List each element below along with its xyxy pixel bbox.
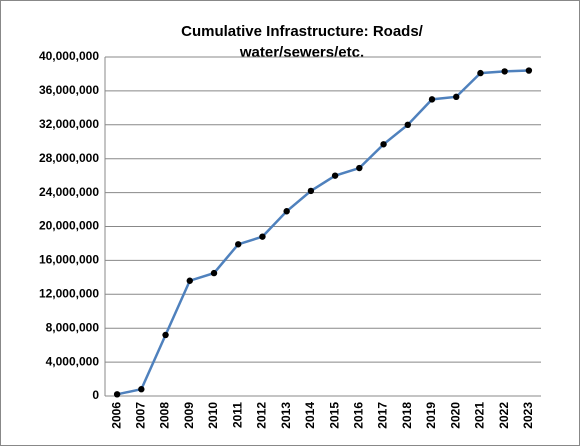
y-tick-label: 32,000,000 (39, 117, 99, 131)
x-tick-label: 2018 (400, 402, 414, 429)
y-tick-label: 28,000,000 (39, 151, 99, 165)
x-tick-label: 2012 (255, 402, 269, 429)
marker (162, 331, 169, 339)
x-tick-label: 2013 (279, 402, 293, 429)
marker (356, 164, 363, 172)
x-tick-label: 2017 (376, 402, 390, 429)
marker (428, 96, 436, 103)
marker (307, 187, 315, 195)
marker (138, 386, 145, 393)
x-tick-label: 2007 (134, 402, 148, 429)
x-tick-label: 2006 (109, 402, 123, 429)
y-tick-label: 40,000,000 (39, 49, 99, 63)
marker (404, 121, 411, 128)
x-tick-label: 2023 (521, 402, 535, 429)
chart-title: water/sewers/etc. (239, 44, 364, 61)
x-tick-label: 2015 (327, 402, 341, 429)
y-tick-label: 36,000,000 (39, 83, 99, 97)
line (116, 69, 529, 396)
y-tick-label: 8,000,000 (46, 320, 100, 334)
y-tick-label: 20,000,000 (39, 219, 99, 233)
x-tick-label: 2008 (158, 402, 172, 429)
x-tick-label: 2019 (424, 402, 438, 429)
x-tick-label: 2014 (303, 402, 317, 429)
marker (210, 269, 218, 277)
marker (113, 391, 121, 398)
marker (186, 277, 193, 284)
x-tick-label: 2021 (473, 402, 487, 429)
marker (380, 141, 387, 148)
y-tick-label: 24,000,000 (39, 185, 99, 199)
x-tick-label: 2020 (448, 402, 462, 429)
marker (501, 68, 508, 75)
marker (477, 69, 484, 77)
marker (259, 233, 266, 240)
marker (331, 172, 339, 179)
y-tick-label: 16,000,000 (39, 253, 99, 267)
chart-title: Cumulative Infrastructure: Roads/ (181, 23, 424, 40)
y-tick-label: 4,000,000 (46, 354, 100, 368)
x-tick-label: 2009 (182, 402, 196, 429)
marker (283, 208, 290, 215)
y-tick-label: 0 (92, 388, 99, 402)
x-tick-label: 2016 (352, 402, 366, 429)
marker (235, 241, 242, 248)
x-tick-label: 2022 (497, 402, 511, 429)
x-tick-label: 2011 (230, 402, 244, 428)
marker (525, 67, 533, 74)
marker (453, 93, 460, 101)
y-tick-label: 12,000,000 (39, 286, 99, 300)
x-tick-label: 2010 (206, 402, 220, 429)
